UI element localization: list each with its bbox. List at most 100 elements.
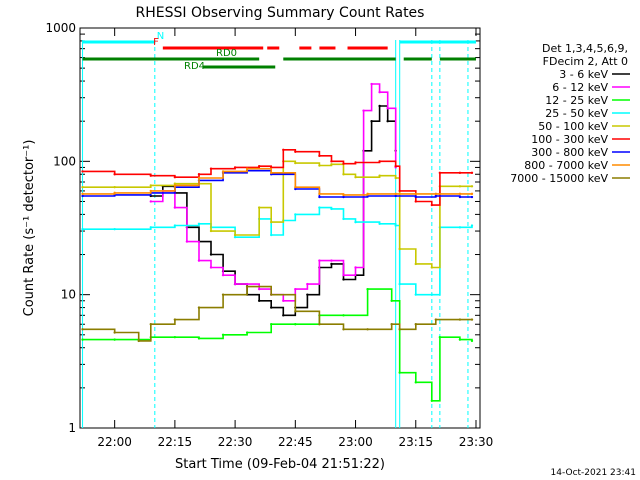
series-1-point-6 — [221, 273, 225, 277]
series-4-point-11 — [318, 164, 321, 167]
series-4-point-15 — [378, 174, 381, 177]
series-0-point-10 — [270, 306, 273, 309]
series-7-point-10 — [342, 193, 345, 197]
series-5-point-6 — [233, 166, 237, 169]
legend-header-0: Det 1,3,4,5,6,9, — [542, 42, 628, 55]
series-0-point-19 — [370, 119, 373, 123]
series-4-point-18 — [414, 262, 417, 266]
series-7-point-8 — [294, 185, 297, 189]
series-1-point-17 — [354, 266, 357, 269]
series-5-point-13 — [342, 162, 345, 165]
series-0-point-15 — [330, 262, 333, 266]
series-4-point-6 — [233, 233, 237, 237]
x-tick-label-2: 22:30 — [218, 435, 253, 449]
series-0-point-20 — [378, 104, 381, 108]
series-3-point-22 — [470, 224, 474, 227]
series-2-point-0 — [81, 338, 84, 341]
y-tick-label-1: 10 — [61, 288, 76, 302]
timestamp: 14-Oct-2021 23:41 — [551, 468, 636, 478]
legend-label-4: 50 - 100 keV — [538, 120, 608, 133]
series-3-point-12 — [330, 207, 333, 211]
series-5-point-4 — [197, 173, 201, 176]
series-0-point-21 — [386, 119, 389, 123]
series-5-point-1 — [113, 173, 116, 176]
series-3-point-17 — [398, 282, 401, 286]
series-line-2 — [82, 288, 473, 402]
series-1-point-15 — [330, 259, 333, 262]
series-4-point-14 — [354, 176, 357, 179]
series-4-point-0 — [81, 185, 84, 189]
series-7-point-5 — [221, 170, 225, 173]
series-1-point-9 — [257, 287, 261, 291]
series-1-point-18 — [362, 109, 365, 112]
series-4-point-7 — [257, 206, 261, 209]
series-5-point-19 — [430, 203, 434, 207]
series-2-point-8 — [294, 323, 297, 326]
flag-bars: NF RD0 RD4 — [82, 31, 476, 72]
x-tick-label-0: 22:00 — [97, 435, 132, 449]
y-axis-label: Count Rate (s⁻¹ detector⁻¹) — [22, 140, 37, 317]
series-7-point-2 — [149, 189, 152, 193]
series-6-point-15 — [458, 195, 462, 199]
series-8-point-2 — [137, 339, 140, 343]
legend-label-2: 12 - 25 keV — [545, 94, 608, 107]
legend-label-5: 100 - 300 keV — [531, 133, 608, 146]
series-8-point-16 — [434, 318, 438, 321]
series-1-point-5 — [209, 266, 213, 269]
series-1-point-12 — [294, 287, 297, 291]
series-5-point-18 — [414, 200, 417, 203]
series-7-point-9 — [318, 192, 321, 196]
y-tick-label-0: 1 — [68, 421, 76, 435]
x-tick-label-4: 23:00 — [338, 435, 373, 449]
series-4-point-22 — [470, 185, 474, 188]
series-7-point-15 — [458, 192, 462, 196]
series-0-point-5 — [209, 253, 213, 256]
series-2-point-10 — [342, 314, 345, 317]
plot-frame — [79, 27, 481, 429]
series-2-point-16 — [438, 335, 442, 339]
series-6-point-16 — [470, 195, 474, 199]
axis-ticks: 22:00 22:15 22:30 22:45 23:00 23:15 23:30 1 10 10… — [45, 21, 493, 449]
series-7-point-16 — [470, 192, 474, 196]
series-3-point-0 — [81, 227, 84, 231]
series-3-point-16 — [394, 224, 397, 227]
series-8-point-18 — [470, 318, 474, 321]
series-1-point-11 — [282, 299, 285, 302]
series-2-point-13 — [398, 371, 401, 374]
flag-label-RD0: RD0 — [216, 48, 237, 59]
series-7-point-7 — [270, 171, 273, 175]
series-8-point-13 — [390, 323, 393, 326]
series-1-point-3 — [185, 240, 189, 243]
series-2-point-17 — [458, 338, 462, 341]
series-6-point-12 — [394, 194, 397, 198]
series-line-6 — [82, 169, 472, 198]
series-8-point-14 — [398, 328, 401, 331]
series-line-7 — [82, 167, 472, 196]
series-8-point-0 — [81, 328, 84, 331]
series-8-point-12 — [366, 328, 369, 331]
series-8-point-3 — [149, 323, 152, 326]
series-2-point-5 — [221, 333, 225, 337]
series-3-point-3 — [173, 224, 177, 227]
series-3-point-2 — [149, 226, 152, 229]
x-tick-label-6: 23:30 — [459, 435, 494, 449]
series-0-point-16 — [342, 278, 345, 281]
series-1-point-21 — [386, 107, 389, 110]
series-5-point-21 — [458, 171, 462, 175]
x-tick-label-1: 22:15 — [158, 435, 193, 449]
series-2-point-1 — [113, 338, 116, 341]
series-1-point-19 — [370, 82, 373, 86]
series-4-point-19 — [430, 266, 434, 269]
series-7-point-0 — [81, 192, 84, 196]
series-1-point-13 — [306, 282, 309, 286]
series-0-point-9 — [257, 299, 261, 302]
series-4-point-13 — [342, 173, 345, 176]
series-1-point-16 — [342, 273, 345, 277]
series-line-3 — [82, 206, 473, 296]
series-5-point-16 — [394, 164, 397, 168]
series-5-point-9 — [282, 148, 285, 152]
series-4-point-1 — [113, 185, 116, 189]
series-5-point-2 — [149, 174, 152, 177]
